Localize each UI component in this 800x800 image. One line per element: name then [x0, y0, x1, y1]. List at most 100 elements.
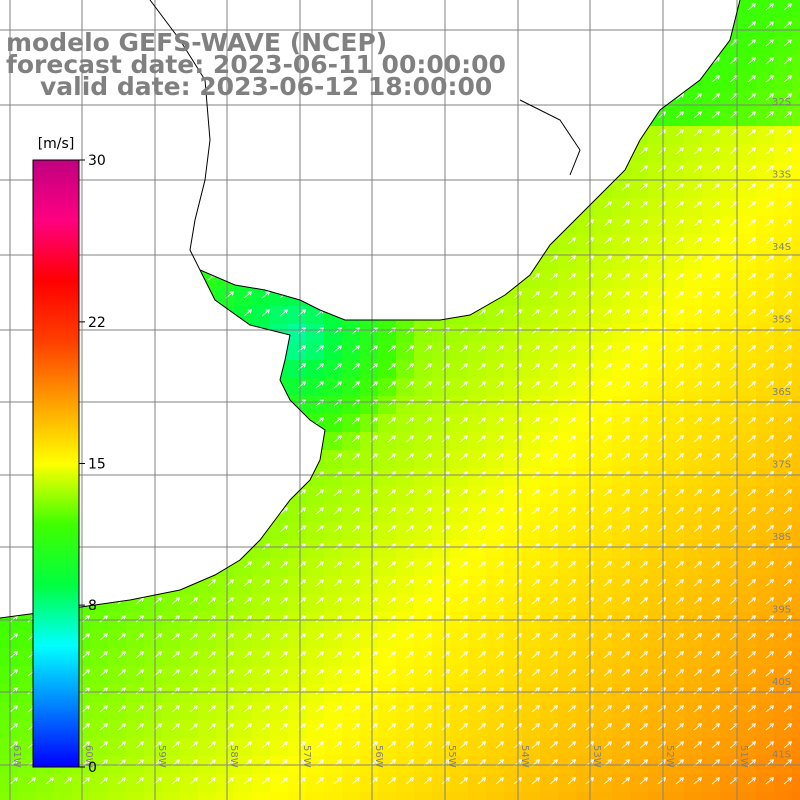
wind-speed-cell: [756, 216, 775, 235]
wind-arrow: [261, 741, 271, 749]
wind-speed-cell: [342, 378, 361, 397]
wind-speed-cell: [342, 360, 361, 379]
wind-arrow: [603, 687, 613, 695]
wind-speed-cell: [576, 468, 595, 487]
coastline: [0, 0, 741, 619]
wind-arrow: [279, 525, 289, 533]
wind-speed-cell: [126, 630, 145, 649]
wind-speed-cell: [378, 576, 397, 595]
wind-arrow: [783, 777, 793, 785]
wind-arrow: [315, 489, 325, 497]
wind-speed-cell: [612, 684, 631, 703]
wind-speed-cell: [756, 324, 775, 343]
wind-arrow: [99, 723, 109, 731]
wind-arrow: [657, 363, 667, 371]
wind-arrow: [765, 39, 775, 47]
wind-arrow: [765, 615, 775, 623]
wind-arrow: [693, 417, 703, 425]
wind-speed-cell: [684, 576, 703, 595]
wind-speed-cell: [432, 378, 451, 397]
wind-speed-cell: [756, 396, 775, 415]
wind-speed-cell: [684, 450, 703, 469]
wind-speed-cell: [504, 522, 523, 541]
wind-speed-cell: [684, 234, 703, 253]
wind-speed-cell: [360, 540, 379, 559]
wind-speed-cell: [486, 432, 505, 451]
wind-speed-cell: [630, 414, 649, 433]
wind-arrow: [765, 435, 775, 443]
wind-arrow: [351, 669, 361, 677]
wind-arrow: [477, 417, 487, 425]
wind-speed-cell: [738, 576, 757, 595]
wind-speed-cell: [792, 216, 800, 235]
wind-speed-cell: [144, 702, 163, 721]
wind-speed-cell: [432, 792, 451, 800]
wind-arrow: [117, 687, 127, 695]
wind-arrow: [369, 345, 379, 353]
wind-speed-cell: [522, 450, 541, 469]
wind-speed-cell: [540, 774, 559, 793]
wind-arrow: [747, 237, 757, 245]
wind-arrow: [747, 111, 757, 119]
wind-arrow: [675, 723, 685, 731]
wind-arrow: [405, 651, 415, 659]
wind-speed-cell: [36, 774, 55, 793]
wind-arrow: [387, 399, 397, 407]
wind-speed-cell: [288, 576, 307, 595]
wind-arrow: [189, 723, 199, 731]
wind-speed-cell: [252, 666, 271, 685]
wind-speed-cell: [792, 504, 800, 523]
wind-speed-cell: [702, 468, 721, 487]
wind-arrow: [441, 453, 451, 461]
wind-speed-cell: [594, 504, 613, 523]
wind-speed-cell: [378, 702, 397, 721]
wind-arrow: [351, 687, 361, 695]
wind-arrow: [693, 669, 703, 677]
wind-speed-cell: [198, 648, 217, 667]
wind-speed-cell: [720, 360, 739, 379]
wind-speed-cell: [198, 738, 217, 757]
wind-speed-cell: [666, 576, 685, 595]
wind-speed-cell: [702, 72, 721, 91]
wind-arrow: [243, 597, 253, 605]
wind-arrow: [207, 579, 217, 587]
wind-arrow: [621, 579, 631, 587]
wind-arrow: [477, 345, 487, 353]
wind-arrow: [549, 561, 559, 569]
wind-speed-cell: [180, 720, 199, 739]
wind-speed-cell: [792, 198, 800, 217]
wind-speed-cell: [396, 648, 415, 667]
wind-arrow: [423, 327, 433, 335]
wind-arrow: [297, 345, 307, 353]
wind-speed-cell: [720, 468, 739, 487]
wind-speed-cell: [558, 306, 577, 325]
wind-arrow: [243, 633, 253, 641]
wind-speed-cell: [306, 792, 325, 800]
wind-arrow: [621, 507, 631, 515]
wind-arrow: [765, 57, 775, 65]
wind-speed-cell: [612, 396, 631, 415]
wind-speed-cell: [684, 774, 703, 793]
wind-speed-cell: [774, 270, 793, 289]
wind-arrow: [333, 687, 343, 695]
wind-arrow: [387, 579, 397, 587]
wind-arrow: [441, 345, 451, 353]
wind-arrow: [279, 615, 289, 623]
wind-speed-cell: [18, 792, 37, 800]
wind-arrow: [549, 255, 559, 263]
wind-speed-cell: [198, 774, 217, 793]
wind-arrow: [693, 327, 703, 335]
wind-arrow: [531, 705, 541, 713]
wind-arrow: [675, 399, 685, 407]
wind-speed-cell: [162, 702, 181, 721]
wind-arrow: [279, 561, 289, 569]
wind-speed-cell: [738, 630, 757, 649]
wind-arrow: [297, 615, 307, 623]
wind-arrow: [747, 129, 757, 137]
wind-speed-cell: [450, 468, 469, 487]
wind-arrow: [783, 39, 793, 47]
wind-speed-cell: [522, 288, 541, 307]
wind-speed-cell: [522, 702, 541, 721]
wind-arrow: [207, 777, 217, 785]
wind-arrow: [567, 435, 577, 443]
